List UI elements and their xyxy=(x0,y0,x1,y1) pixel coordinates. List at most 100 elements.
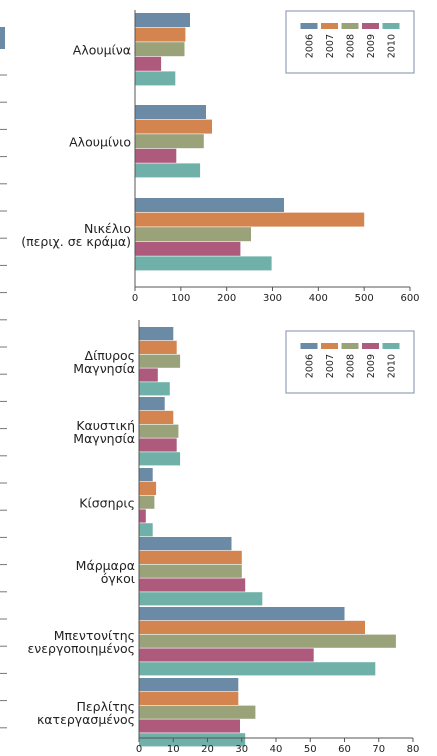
bar-2008-2 xyxy=(139,424,179,438)
category-label-3-line-2: (περιχ. σε κράμα) xyxy=(21,234,131,249)
category-label-4-line-2: όγκοι xyxy=(101,571,135,586)
chart-lower: ΔίπυροςΜαγνησίαΚαυστικήΜαγνησίαΚίσσηριςΜ… xyxy=(28,320,420,755)
legend-label-2007: 2007 xyxy=(325,354,336,378)
category-label-4-line-1: Μάρμαρα xyxy=(76,558,135,573)
bar-2009-1 xyxy=(139,368,158,382)
x-tick-label-0: 0 xyxy=(136,744,142,755)
bar-2009-2 xyxy=(135,148,177,163)
legend-label-2008: 2008 xyxy=(346,34,357,58)
legend-label-2006: 2006 xyxy=(305,34,316,58)
category-label-6-line-2: κατεργασμένος xyxy=(37,712,135,727)
x-tick-label-80: 80 xyxy=(407,744,420,755)
legend-swatch-2009 xyxy=(362,23,379,29)
bar-2007-1 xyxy=(139,340,177,354)
x-tick-label-50: 50 xyxy=(304,744,317,755)
legend-swatch-2007 xyxy=(321,343,338,349)
left-edge-strip xyxy=(0,27,5,49)
legend-label-2010: 2010 xyxy=(387,34,398,58)
category-label-2-line-2: Μαγνησία xyxy=(73,431,135,446)
x-tick-label-40: 40 xyxy=(270,744,283,755)
bar-2009-2 xyxy=(139,438,177,452)
bar-2008-1 xyxy=(139,354,181,368)
x-tick-label-0: 0 xyxy=(132,293,138,304)
bar-2009-1 xyxy=(135,56,162,71)
x-tick-label-500: 500 xyxy=(355,293,374,304)
x-tick-label-60: 60 xyxy=(338,744,351,755)
x-tick-label-600: 600 xyxy=(400,293,419,304)
bar-2006-6 xyxy=(139,678,239,692)
bar-2007-4 xyxy=(139,550,242,564)
category-label-1: Αλουμίνα xyxy=(73,43,131,58)
legend-label-2006: 2006 xyxy=(305,354,316,378)
legend-swatch-2006 xyxy=(300,23,318,29)
bar-2006-3 xyxy=(135,198,284,212)
legend-label-2009: 2009 xyxy=(366,354,377,378)
bar-2006-2 xyxy=(139,397,165,411)
bar-2006-4 xyxy=(139,537,232,551)
x-tick-label-400: 400 xyxy=(309,293,328,304)
bar-2009-3 xyxy=(135,241,241,256)
bar-2010-6 xyxy=(139,733,246,747)
bar-2009-5 xyxy=(139,648,314,662)
category-label-6-line-1: Περλίτης xyxy=(76,699,135,714)
bar-2008-1 xyxy=(135,42,185,57)
legend-swatch-2010 xyxy=(382,343,400,349)
x-tick-label-10: 10 xyxy=(167,744,180,755)
left-edge-decor xyxy=(0,27,7,729)
bar-2006-5 xyxy=(139,607,345,621)
bar-2010-4 xyxy=(139,592,263,606)
x-tick-label-70: 70 xyxy=(372,744,385,755)
x-tick-label-100: 100 xyxy=(171,293,190,304)
legend-box xyxy=(285,330,415,394)
legend-swatch-2006 xyxy=(300,343,318,349)
legend-swatch-2008 xyxy=(341,343,359,349)
bar-2007-1 xyxy=(135,27,186,42)
bar-2007-3 xyxy=(139,481,157,495)
legend-label-2010: 2010 xyxy=(387,354,398,378)
bar-2009-3 xyxy=(139,509,146,523)
legend-swatch-2007 xyxy=(321,23,338,29)
bar-2010-1 xyxy=(135,71,176,86)
legend-label-2007: 2007 xyxy=(325,34,336,58)
bar-2010-2 xyxy=(139,452,181,466)
bar-2007-3 xyxy=(135,212,365,227)
bar-2008-4 xyxy=(139,564,242,578)
category-label-5-line-1: Μπεντονίτης xyxy=(54,628,135,643)
x-tick-label-20: 20 xyxy=(201,744,214,755)
bar-2008-2 xyxy=(135,134,204,149)
bar-2007-6 xyxy=(139,691,239,705)
x-tick-label-200: 200 xyxy=(217,293,236,304)
x-tick-label-300: 300 xyxy=(263,293,282,304)
bar-2006-1 xyxy=(139,327,174,341)
category-label-5-line-2: ενεργοποιημένος xyxy=(28,641,135,656)
bar-2010-3 xyxy=(139,523,153,537)
bar-2008-5 xyxy=(139,634,396,648)
bar-2010-1 xyxy=(139,382,170,396)
bar-2010-2 xyxy=(135,163,201,178)
bar-2007-2 xyxy=(139,410,174,424)
bar-2009-4 xyxy=(139,578,246,592)
category-label-3: Κίσσηρις xyxy=(79,496,135,511)
category-label-2-line-1: Καυστική xyxy=(76,418,135,433)
chart-upper: Αλουμίνα Αλουμίνιο Νικέλιο(περιχ. σε κράμα… xyxy=(21,10,420,304)
bar-2008-6 xyxy=(139,705,256,719)
bar-2009-6 xyxy=(139,719,240,733)
category-label-1-line-2: Μαγνησία xyxy=(73,361,135,376)
bar-2010-5 xyxy=(139,662,376,676)
x-tick-label-30: 30 xyxy=(235,744,248,755)
bar-2010-3 xyxy=(135,256,272,271)
bar-2006-2 xyxy=(135,105,206,119)
legend-swatch-2010 xyxy=(382,23,400,29)
bar-2007-5 xyxy=(139,620,365,634)
legend-swatch-2008 xyxy=(341,23,359,29)
legend-box xyxy=(285,10,415,74)
bar-2008-3 xyxy=(135,227,251,242)
category-label-1-line-1: Δίπυρος xyxy=(85,348,135,363)
category-label-2: Αλουμίνιο xyxy=(69,135,131,150)
legend-label-2008: 2008 xyxy=(346,354,357,378)
bar-2008-3 xyxy=(139,495,155,509)
bar-2007-2 xyxy=(135,119,212,134)
category-label-3-line-1: Νικέλιο xyxy=(84,221,131,236)
bar-2006-1 xyxy=(135,13,190,27)
